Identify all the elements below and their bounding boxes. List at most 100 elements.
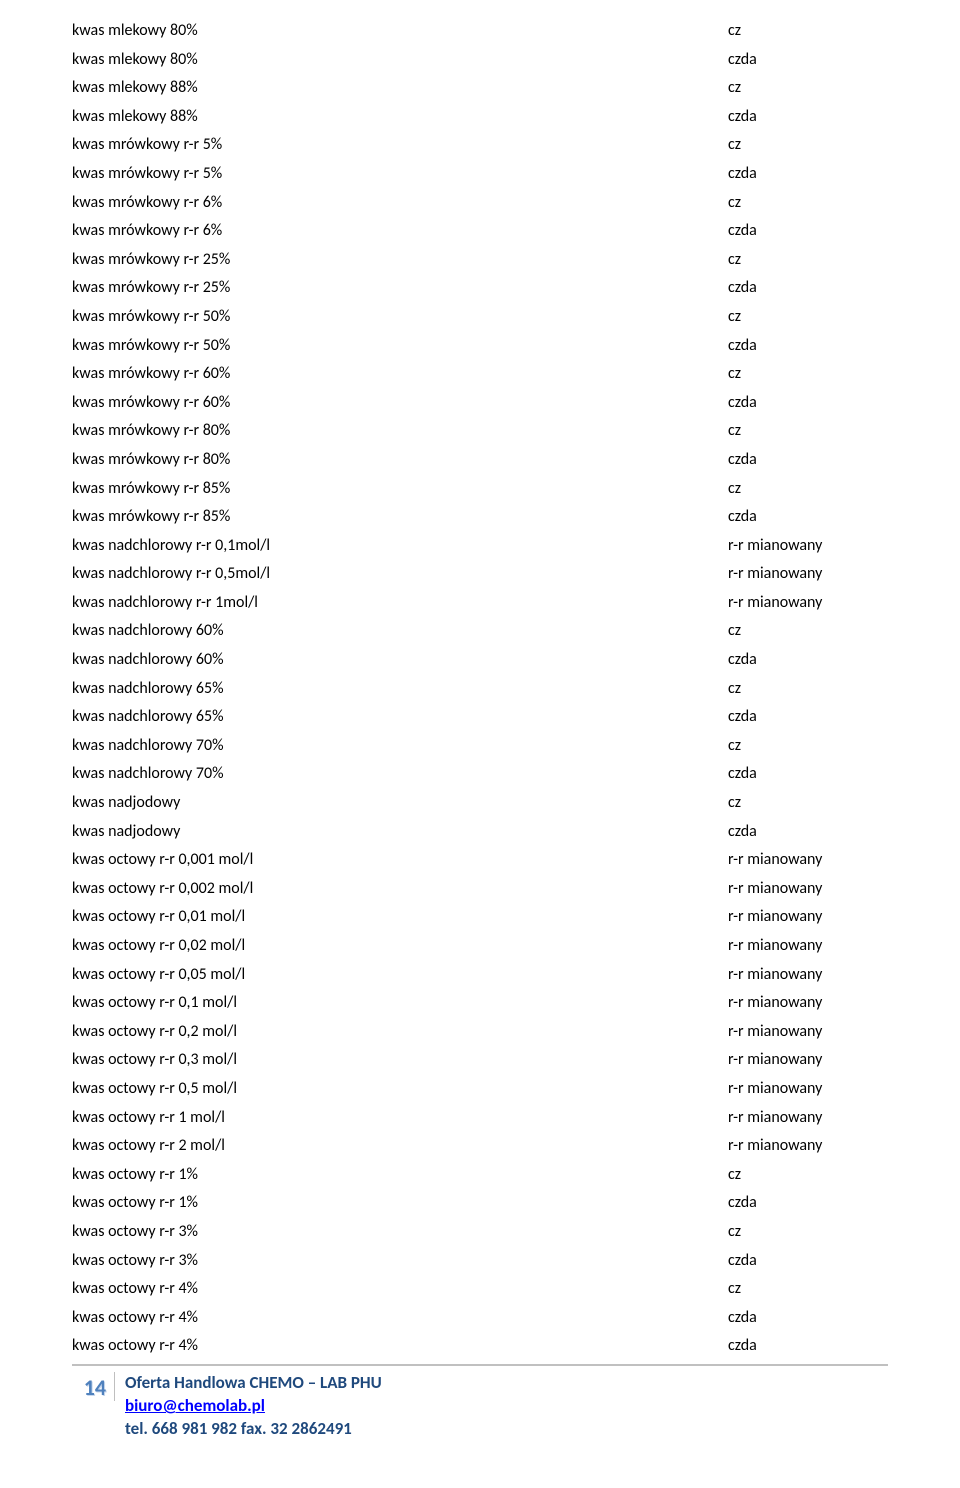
chemical-grade: czda: [728, 163, 888, 185]
list-row: kwas octowy r-r 0,1 mol/lr-r mianowany: [72, 992, 888, 1014]
chemical-name: kwas mrówkowy r-r 50%: [72, 335, 728, 357]
chemical-name: kwas octowy r-r 0,1 mol/l: [72, 992, 728, 1014]
list-row: kwas mrówkowy r-r 6%czda: [72, 220, 888, 242]
chemical-grade: czda: [728, 506, 888, 528]
list-row: kwas octowy r-r 4%czda: [72, 1335, 888, 1357]
chemical-name: kwas nadchlorowy r-r 0,1mol/l: [72, 535, 728, 557]
chemical-grade: r-r mianowany: [728, 563, 888, 585]
chemical-name: kwas octowy r-r 3%: [72, 1221, 728, 1243]
chemical-name: kwas nadchlorowy 60%: [72, 620, 728, 642]
chemical-grade: czda: [728, 649, 888, 671]
list-row: kwas mrówkowy r-r 80%cz: [72, 420, 888, 442]
list-row: kwas mrówkowy r-r 5%cz: [72, 134, 888, 156]
chemical-name: kwas mrówkowy r-r 80%: [72, 420, 728, 442]
chemical-grade: czda: [728, 706, 888, 728]
chemical-name: kwas mrówkowy r-r 50%: [72, 306, 728, 328]
list-row: kwas mlekowy 88%cz: [72, 77, 888, 99]
list-row: kwas nadchlorowy 65%czda: [72, 706, 888, 728]
chemical-name: kwas octowy r-r 0,5 mol/l: [72, 1078, 728, 1100]
chemical-grade: cz: [728, 1221, 888, 1243]
chemical-grade: czda: [728, 1307, 888, 1329]
footer-email[interactable]: biuro@chemolab.pl: [125, 1395, 382, 1418]
chemical-grade: cz: [728, 192, 888, 214]
chemical-name: kwas octowy r-r 1%: [72, 1192, 728, 1214]
chemical-name: kwas mlekowy 80%: [72, 49, 728, 71]
chemical-name: kwas mrówkowy r-r 25%: [72, 277, 728, 299]
list-row: kwas nadjodowycz: [72, 792, 888, 814]
chemical-grade: r-r mianowany: [728, 849, 888, 871]
list-row: kwas octowy r-r 0,001 mol/lr-r mianowany: [72, 849, 888, 871]
chemical-name: kwas nadchlorowy 70%: [72, 763, 728, 785]
chemical-name: kwas octowy r-r 0,02 mol/l: [72, 935, 728, 957]
list-row: kwas nadchlorowy 70%cz: [72, 735, 888, 757]
chemical-grade: r-r mianowany: [728, 1078, 888, 1100]
list-row: kwas mrówkowy r-r 25%czda: [72, 277, 888, 299]
chemical-name: kwas octowy r-r 0,001 mol/l: [72, 849, 728, 871]
list-row: kwas mlekowy 80%czda: [72, 49, 888, 71]
chemical-grade: r-r mianowany: [728, 964, 888, 986]
list-row: kwas mlekowy 80%cz: [72, 20, 888, 42]
chemical-name: kwas nadchlorowy 65%: [72, 706, 728, 728]
list-row: kwas octowy r-r 0,2 mol/lr-r mianowany: [72, 1021, 888, 1043]
chemical-grade: czda: [728, 49, 888, 71]
list-row: kwas nadchlorowy 70%czda: [72, 763, 888, 785]
chemical-grade: cz: [728, 306, 888, 328]
chemical-name: kwas octowy r-r 1%: [72, 1164, 728, 1186]
chemical-grade: cz: [728, 678, 888, 700]
chemical-grade: cz: [728, 1164, 888, 1186]
chemical-grade: cz: [728, 1278, 888, 1300]
chemical-grade: czda: [728, 763, 888, 785]
chemical-name: kwas octowy r-r 4%: [72, 1307, 728, 1329]
chemical-grade: r-r mianowany: [728, 906, 888, 928]
chemical-name: kwas mlekowy 88%: [72, 106, 728, 128]
list-row: kwas mrówkowy r-r 85%czda: [72, 506, 888, 528]
chemical-grade: cz: [728, 363, 888, 385]
chemical-name: kwas mrówkowy r-r 6%: [72, 192, 728, 214]
list-row: kwas octowy r-r 0,002 mol/lr-r mianowany: [72, 878, 888, 900]
list-row: kwas mrówkowy r-r 5%czda: [72, 163, 888, 185]
chemical-grade: r-r mianowany: [728, 592, 888, 614]
chemical-name: kwas octowy r-r 0,2 mol/l: [72, 1021, 728, 1043]
chemical-grade: cz: [728, 134, 888, 156]
chemical-name: kwas nadchlorowy 70%: [72, 735, 728, 757]
list-row: kwas nadchlorowy 60%cz: [72, 620, 888, 642]
chemical-name: kwas nadjodowy: [72, 792, 728, 814]
chemical-name: kwas octowy r-r 1 mol/l: [72, 1107, 728, 1129]
chemical-name: kwas nadchlorowy r-r 0,5mol/l: [72, 563, 728, 585]
chemical-name: kwas nadchlorowy 60%: [72, 649, 728, 671]
chemical-name: kwas mlekowy 80%: [72, 20, 728, 42]
chemical-grade: r-r mianowany: [728, 535, 888, 557]
chemical-grade: cz: [728, 620, 888, 642]
list-row: kwas nadchlorowy 65%cz: [72, 678, 888, 700]
chemical-list: kwas mlekowy 80%czkwas mlekowy 80%czdakw…: [72, 20, 888, 1357]
chemical-grade: cz: [728, 420, 888, 442]
chemical-grade: czda: [728, 449, 888, 471]
chemical-grade: cz: [728, 792, 888, 814]
list-row: kwas mrówkowy r-r 6%cz: [72, 192, 888, 214]
list-row: kwas mrówkowy r-r 85%cz: [72, 478, 888, 500]
list-row: kwas octowy r-r 1%czda: [72, 1192, 888, 1214]
chemical-name: kwas octowy r-r 3%: [72, 1250, 728, 1272]
chemical-grade: r-r mianowany: [728, 1107, 888, 1129]
list-row: kwas octowy r-r 0,01 mol/lr-r mianowany: [72, 906, 888, 928]
email-link[interactable]: biuro@chemolab.pl: [125, 1395, 265, 1416]
list-row: kwas octowy r-r 1 mol/lr-r mianowany: [72, 1107, 888, 1129]
chemical-name: kwas octowy r-r 0,002 mol/l: [72, 878, 728, 900]
list-row: kwas mrówkowy r-r 60%czda: [72, 392, 888, 414]
chemical-name: kwas mrówkowy r-r 6%: [72, 220, 728, 242]
list-row: kwas mlekowy 88%czda: [72, 106, 888, 128]
chemical-name: kwas nadjodowy: [72, 821, 728, 843]
footer-title: Oferta Handlowa CHEMO – LAB PHU: [125, 1372, 382, 1395]
list-row: kwas octowy r-r 0,02 mol/lr-r mianowany: [72, 935, 888, 957]
chemical-grade: czda: [728, 220, 888, 242]
list-row: kwas octowy r-r 3%cz: [72, 1221, 888, 1243]
chemical-name: kwas mrówkowy r-r 60%: [72, 392, 728, 414]
chemical-grade: czda: [728, 335, 888, 357]
chemical-grade: r-r mianowany: [728, 992, 888, 1014]
list-row: kwas octowy r-r 0,3 mol/lr-r mianowany: [72, 1049, 888, 1071]
list-row: kwas octowy r-r 0,05 mol/lr-r mianowany: [72, 964, 888, 986]
chemical-grade: cz: [728, 20, 888, 42]
chemical-grade: czda: [728, 1250, 888, 1272]
chemical-grade: cz: [728, 735, 888, 757]
list-row: kwas nadjodowyczda: [72, 821, 888, 843]
